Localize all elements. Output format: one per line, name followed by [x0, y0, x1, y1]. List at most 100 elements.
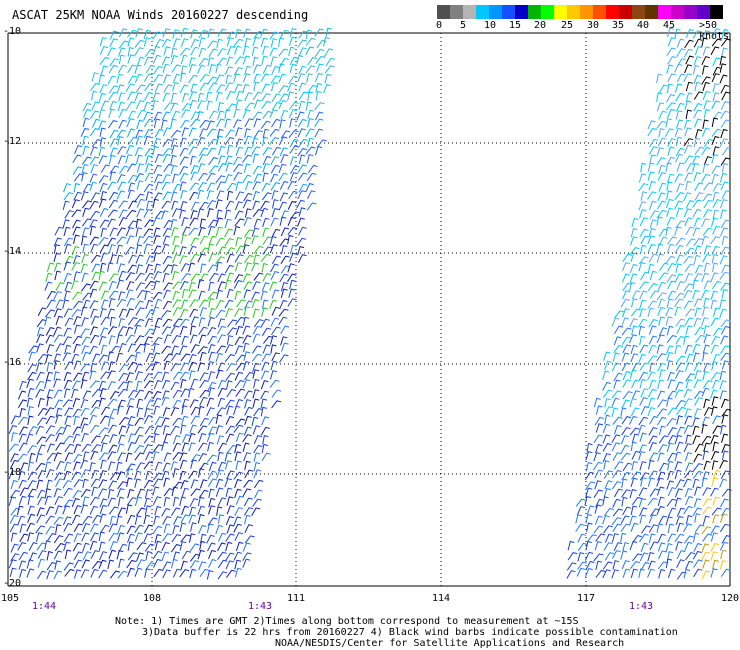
wind-barb: [81, 163, 89, 174]
wind-barb: [125, 289, 134, 299]
wind-barb: [127, 220, 138, 229]
wind-barb: [54, 505, 63, 515]
wind-barb: [198, 290, 206, 300]
wind-barb: [307, 190, 316, 200]
wind-barb: [179, 371, 190, 380]
wind-barb: [98, 109, 106, 119]
wind-barb: [81, 559, 90, 569]
wind-barb: [674, 192, 685, 201]
wind-barb: [260, 380, 269, 390]
wind-barb: [63, 435, 74, 444]
wind-barb: [198, 489, 209, 499]
wind-barb: [127, 264, 137, 273]
wind-barb: [46, 396, 53, 407]
wind-barb: [234, 507, 244, 516]
wind-barb: [181, 487, 190, 497]
wind-barb: [37, 570, 47, 580]
wind-barb: [188, 387, 195, 398]
wind-barb: [91, 486, 99, 497]
wind-barb: [207, 478, 218, 487]
wind-barb: [712, 111, 723, 120]
wind-barb: [10, 415, 20, 425]
wind-barb: [693, 56, 702, 66]
wind-barb: [208, 272, 219, 282]
wind-barb: [98, 397, 106, 407]
wind-barb: [711, 165, 721, 174]
wind-barb: [243, 479, 254, 488]
wind-barb: [63, 487, 73, 497]
wind-barb: [701, 146, 711, 156]
wind-barb: [253, 444, 263, 454]
wind-barb: [215, 91, 223, 102]
wind-barb: [207, 344, 216, 354]
wind-barb: [161, 111, 171, 121]
wind-barb: [215, 478, 224, 488]
wind-barb: [127, 64, 137, 74]
wind-barb: [685, 552, 696, 561]
wind-barb: [649, 270, 657, 281]
wind-barb: [658, 110, 667, 120]
wind-barb: [135, 28, 143, 38]
wind-barb: [188, 354, 197, 364]
wind-barb: [179, 137, 187, 148]
wind-barb: [189, 334, 198, 344]
wind-barb: [180, 65, 188, 75]
wind-barb: [172, 468, 180, 478]
wind-barb: [638, 256, 649, 265]
wind-barb: [703, 182, 714, 191]
wind-barb: [153, 111, 163, 121]
wind-barb: [224, 344, 234, 354]
wind-barb: [575, 514, 583, 524]
wind-barb: [279, 147, 288, 157]
wind-barb: [171, 558, 178, 569]
wind-barb: [198, 29, 208, 39]
wind-barb: [242, 83, 250, 94]
wind-barb: [593, 553, 604, 562]
wind-barb: [182, 226, 191, 236]
wind-barb: [629, 263, 638, 274]
wind-barb: [307, 84, 318, 94]
wind-barb: [170, 461, 178, 471]
wind-barb: [215, 425, 223, 435]
wind-barb: [629, 318, 638, 328]
wind-barb: [118, 364, 129, 373]
wind-barb: [648, 514, 657, 524]
wind-barb: [135, 462, 145, 471]
wind-barb: [208, 110, 218, 120]
wind-barb: [612, 352, 620, 362]
wind-barb: [119, 417, 129, 426]
wind-barb: [711, 361, 718, 371]
wind-barb: [244, 371, 254, 381]
wind-barb: [80, 328, 90, 337]
wind-barb: [594, 416, 604, 426]
wind-barb: [134, 470, 142, 481]
colorbar-label: 0: [435, 20, 443, 31]
wind-barb: [217, 532, 227, 542]
wind-barb: [134, 193, 145, 202]
wind-barb: [584, 471, 595, 481]
wind-barb: [197, 163, 206, 173]
wind-barb: [161, 38, 171, 48]
wind-barb: [658, 327, 668, 337]
wind-barb: [126, 372, 134, 382]
wind-barb: [153, 405, 161, 416]
wind-barb: [685, 496, 694, 506]
wind-barb: [325, 27, 332, 38]
wind-barb: [622, 391, 633, 400]
wind-barb: [217, 451, 224, 462]
wind-barb: [98, 335, 107, 346]
wind-barb: [649, 442, 657, 452]
wind-barb: [315, 82, 323, 93]
wind-barb: [143, 342, 150, 353]
wind-barb: [163, 334, 172, 344]
wind-barb: [98, 354, 108, 363]
wind-barb: [694, 146, 705, 155]
wind-barb: [216, 506, 223, 516]
wind-barb: [181, 550, 192, 560]
wind-barb: [170, 47, 178, 58]
wind-barb: [172, 496, 180, 507]
wind-barb: [279, 119, 286, 129]
wind-barb: [143, 336, 153, 346]
wind-barb: [172, 452, 183, 461]
wind-barb: [611, 517, 622, 526]
